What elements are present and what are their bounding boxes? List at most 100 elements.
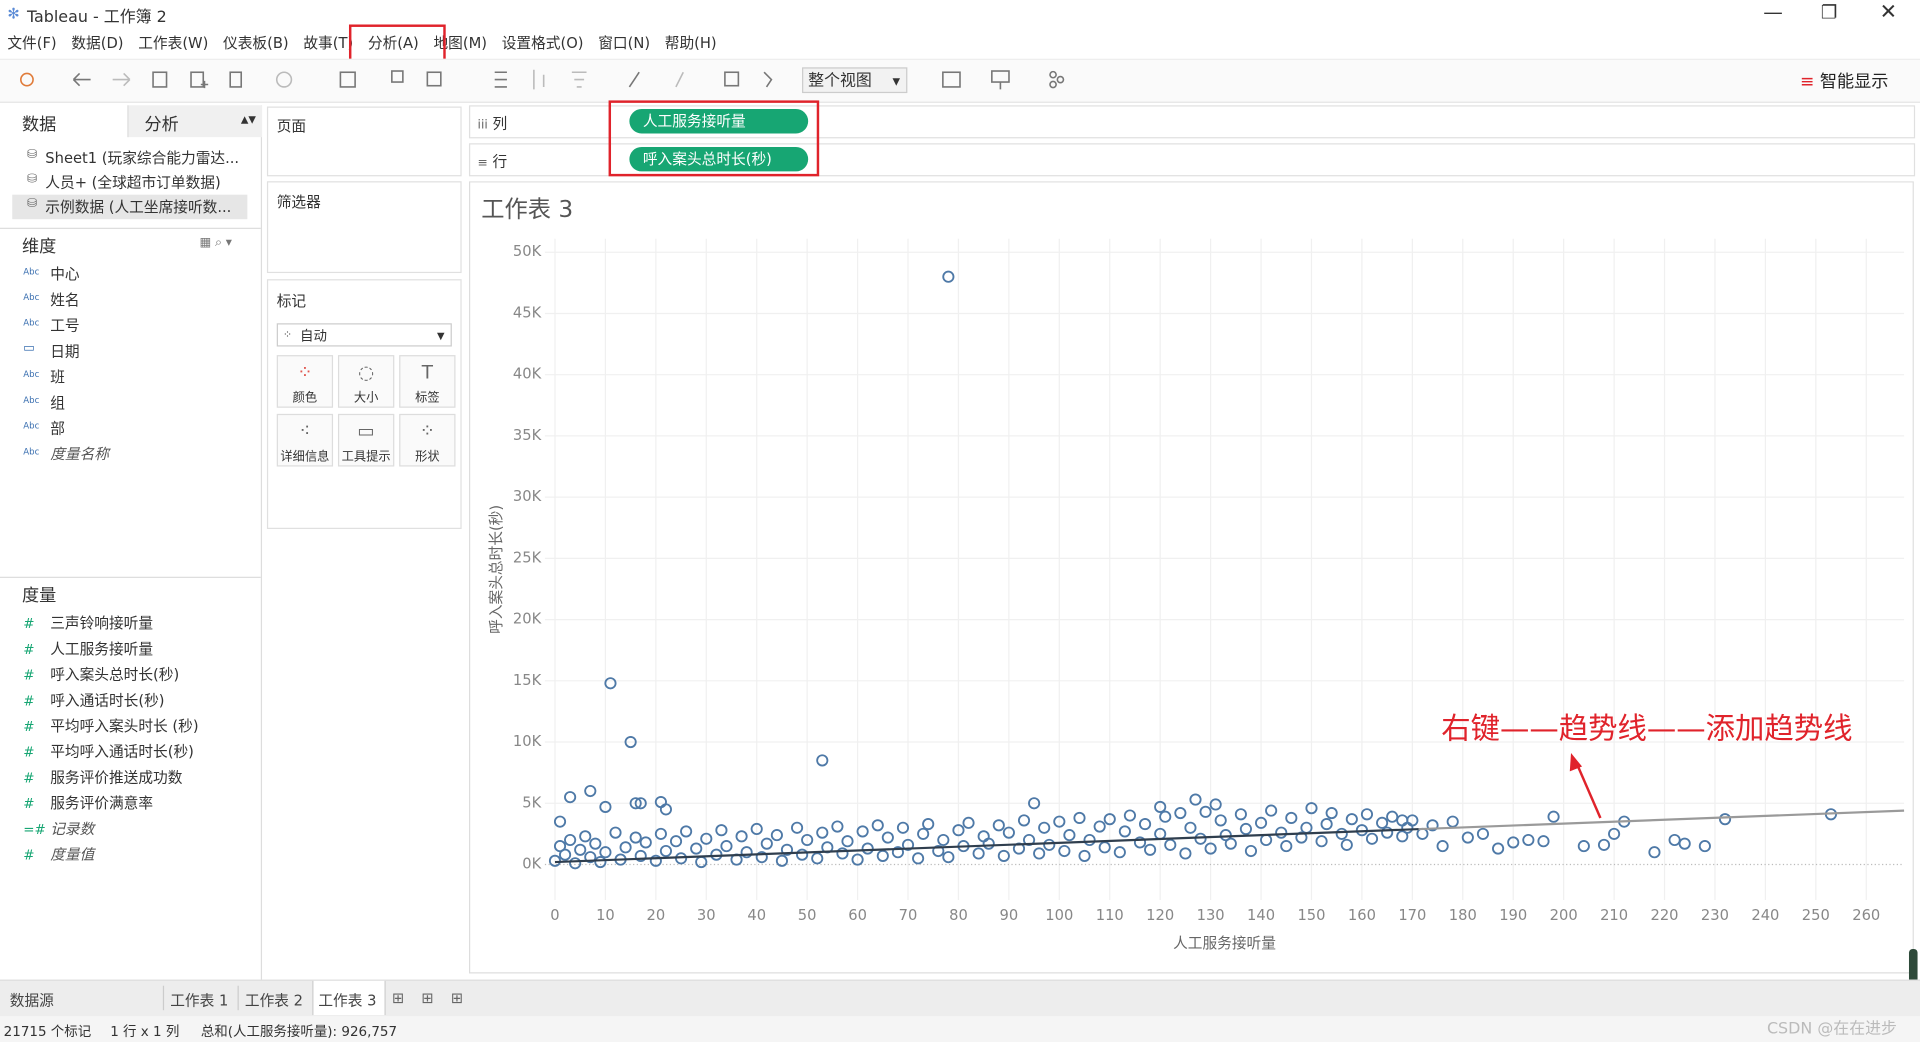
view-size-text: 整个视图 — [808, 72, 872, 91]
mark-button[interactable]: T 标签 — [399, 355, 456, 408]
columns-pill[interactable]: 人工服务接听量 — [629, 108, 809, 134]
point — [1376, 816, 1389, 829]
menu-item[interactable]: 分析(A) — [367, 34, 419, 52]
x-tick-label: 150 — [1297, 907, 1325, 924]
point — [634, 797, 647, 810]
point — [1204, 842, 1217, 855]
annotation-arrow — [1574, 761, 1602, 819]
mark-button[interactable]: ▭ 工具提示 — [337, 413, 395, 467]
point — [1098, 841, 1111, 854]
menu-item[interactable]: 文件(F) — [7, 34, 57, 52]
measure-field[interactable]: 服务评价推送成功数 — [50, 768, 183, 787]
point — [584, 851, 597, 864]
minimize-button[interactable]: — — [1763, 0, 1783, 24]
point — [1113, 846, 1126, 859]
dimension-tools[interactable]: ▦ ⌕ ▾ — [199, 236, 232, 250]
dimension-field[interactable]: 组 — [50, 394, 65, 412]
point — [639, 836, 652, 849]
measure-field[interactable]: 呼入通话时长(秒) — [50, 691, 165, 709]
point — [901, 838, 915, 851]
point — [881, 831, 894, 844]
mark-button[interactable]: ⁘ 颜色 — [276, 355, 334, 408]
measure-type-icon: # — [23, 795, 35, 812]
dimension-field[interactable]: 工号 — [50, 317, 80, 335]
point — [942, 270, 955, 283]
sheet-tab[interactable]: 工作表 3 — [318, 991, 377, 1009]
view-size-select[interactable]: 整个视图 ▼ — [802, 67, 908, 94]
measure-field[interactable]: 平均呼入通话时长(秒) — [50, 743, 194, 761]
dimension-field[interactable]: 姓名 — [50, 291, 80, 309]
menu-item[interactable]: 设置格式(O) — [501, 34, 584, 52]
measure-field[interactable]: 平均呼入案头时长 (秒) — [50, 717, 199, 735]
analysis-tab[interactable]: ▲▼ — [127, 105, 263, 138]
point — [1244, 844, 1258, 858]
measure-field[interactable]: 人工服务接听量 — [50, 640, 154, 658]
menu-item[interactable]: 帮助(H) — [664, 34, 717, 52]
measure-field[interactable]: 三声铃响接听量 — [50, 614, 154, 632]
dimension-field[interactable]: 班 — [50, 368, 65, 386]
menu-item[interactable]: 地图(M) — [433, 34, 488, 52]
point — [755, 851, 768, 864]
tab-divider — [162, 985, 165, 1011]
point — [1668, 833, 1681, 847]
menu-item[interactable]: 数据(D) — [71, 34, 124, 52]
y-tick-label: 0K — [522, 855, 541, 872]
mark-button[interactable]: ⁘ 形状 — [399, 413, 456, 467]
point — [811, 852, 824, 865]
status-bar: 21715 个标记 1 行 x 1 列 总和(人工服务接听量): 926,757 — [0, 1016, 1920, 1042]
new-sheet-buttons[interactable]: ⊞⊞⊞ — [391, 989, 481, 1007]
selected-source-bg — [12, 194, 248, 220]
data-tab-label: 数据 — [22, 115, 57, 135]
point — [1396, 830, 1409, 843]
dimension-type-icon: Abc — [23, 421, 40, 432]
measure-field[interactable]: 度量值 — [50, 846, 95, 864]
point — [1522, 833, 1535, 847]
dimension-field[interactable]: 日期 — [50, 342, 80, 361]
measure-field[interactable]: 呼入案头总时长(秒) — [50, 666, 180, 684]
point — [922, 818, 935, 831]
dimension-field[interactable]: 中心 — [50, 265, 80, 283]
point — [1476, 827, 1490, 840]
point — [1093, 820, 1106, 833]
dimension-type-icon: Abc — [23, 395, 40, 406]
menu-item[interactable]: 窗口(N) — [598, 34, 651, 52]
point — [1028, 797, 1041, 810]
dimensions-title: 维度 — [22, 237, 57, 258]
menu-item[interactable]: 工作表(W) — [138, 34, 209, 52]
mark-button-label: 详细信息 — [280, 450, 330, 465]
data-source[interactable]: Sheet1 (玩家综合能力雷达... — [45, 149, 240, 167]
mark-button[interactable]: ⁖ 详细信息 — [276, 413, 334, 467]
dimension-field[interactable]: 部 — [50, 420, 65, 438]
menu-item[interactable]: 故事(T) — [303, 34, 354, 52]
sheet-tab[interactable]: 工作表 1 — [170, 991, 229, 1009]
point — [851, 853, 864, 866]
restore-button[interactable]: ❐ — [1820, 1, 1838, 24]
y-tick-label: 5K — [522, 794, 541, 811]
close-button[interactable]: ✕ — [1879, 0, 1898, 25]
status-text: 1 行 x 1 列 — [110, 1023, 180, 1040]
data-source[interactable]: 示例数据 (人工坐席接听数... — [45, 198, 232, 216]
x-tick-label: 180 — [1449, 907, 1477, 924]
point — [1254, 816, 1268, 829]
measure-field[interactable]: 记录数 — [50, 820, 95, 838]
point — [1492, 842, 1505, 855]
show-me-button[interactable]: ≡ 智能显示 — [1800, 72, 1889, 92]
y-tick-label: 20K — [513, 611, 542, 628]
sheet-tab[interactable]: 数据源 — [9, 991, 54, 1009]
menu-item[interactable]: 仪表板(B) — [223, 34, 289, 52]
x-tick-label: 200 — [1550, 907, 1578, 924]
rows-pill[interactable]: 呼入案头总时长(秒) — [629, 146, 809, 172]
dimension-field[interactable]: 度量名称 — [50, 445, 109, 463]
data-source[interactable]: 人员+ (全球超市订单数据) — [45, 173, 221, 192]
measure-field[interactable]: 服务评价满意率 — [50, 794, 154, 812]
x-tick-label: 230 — [1701, 907, 1729, 924]
point — [932, 844, 945, 858]
point — [750, 822, 763, 836]
point — [1386, 810, 1399, 823]
sheet-tab[interactable]: 工作表 2 — [244, 991, 304, 1009]
point — [559, 848, 572, 861]
data-tab[interactable] — [0, 105, 128, 138]
pages-title: 页面 — [276, 117, 307, 135]
mark-type-select[interactable]: ⁘ 自动 ▼ — [276, 323, 452, 347]
mark-button[interactable]: ◌ 大小 — [337, 355, 395, 408]
